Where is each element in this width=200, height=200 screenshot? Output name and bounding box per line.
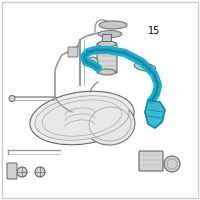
FancyBboxPatch shape bbox=[97, 43, 117, 73]
FancyBboxPatch shape bbox=[68, 47, 78, 57]
Text: 15: 15 bbox=[148, 26, 160, 36]
Ellipse shape bbox=[85, 103, 135, 145]
Circle shape bbox=[17, 167, 27, 177]
Ellipse shape bbox=[35, 96, 129, 140]
Ellipse shape bbox=[30, 91, 134, 145]
FancyBboxPatch shape bbox=[139, 151, 163, 171]
Ellipse shape bbox=[98, 30, 122, 38]
Circle shape bbox=[35, 167, 45, 177]
Circle shape bbox=[9, 96, 15, 102]
FancyBboxPatch shape bbox=[7, 163, 17, 179]
Ellipse shape bbox=[99, 21, 127, 29]
Circle shape bbox=[88, 57, 98, 67]
Polygon shape bbox=[145, 100, 165, 128]
FancyBboxPatch shape bbox=[2, 2, 198, 198]
Ellipse shape bbox=[98, 69, 116, 75]
Ellipse shape bbox=[98, 41, 116, 47]
FancyBboxPatch shape bbox=[102, 34, 112, 42]
Circle shape bbox=[164, 156, 180, 172]
Ellipse shape bbox=[134, 63, 156, 71]
